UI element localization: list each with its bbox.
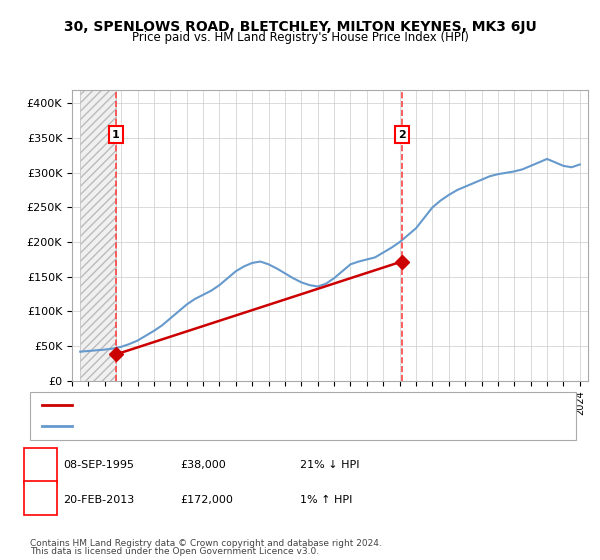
Text: 30, SPENLOWS ROAD, BLETCHLEY, MILTON KEYNES, MK3 6JU (semi-detached house): 30, SPENLOWS ROAD, BLETCHLEY, MILTON KEY…: [75, 400, 487, 410]
Text: Contains HM Land Registry data © Crown copyright and database right 2024.: Contains HM Land Registry data © Crown c…: [30, 539, 382, 548]
Text: This data is licensed under the Open Government Licence v3.0.: This data is licensed under the Open Gov…: [30, 547, 319, 556]
Text: 08-SEP-1995: 08-SEP-1995: [63, 460, 134, 470]
Text: 1: 1: [112, 130, 119, 139]
Text: 2: 2: [37, 495, 44, 505]
Text: 1% ↑ HPI: 1% ↑ HPI: [300, 495, 352, 505]
Text: 2: 2: [398, 130, 406, 139]
Text: £38,000: £38,000: [180, 460, 226, 470]
Text: Price paid vs. HM Land Registry's House Price Index (HPI): Price paid vs. HM Land Registry's House …: [131, 31, 469, 44]
Text: £172,000: £172,000: [180, 495, 233, 505]
Bar: [80, 90, 116, 381]
Text: 1: 1: [37, 460, 44, 470]
Text: 21% ↓ HPI: 21% ↓ HPI: [300, 460, 359, 470]
Text: 20-FEB-2013: 20-FEB-2013: [63, 495, 134, 505]
Text: HPI: Average price, semi-detached house, Milton Keynes: HPI: Average price, semi-detached house,…: [75, 421, 351, 431]
Text: 30, SPENLOWS ROAD, BLETCHLEY, MILTON KEYNES, MK3 6JU: 30, SPENLOWS ROAD, BLETCHLEY, MILTON KEY…: [64, 20, 536, 34]
